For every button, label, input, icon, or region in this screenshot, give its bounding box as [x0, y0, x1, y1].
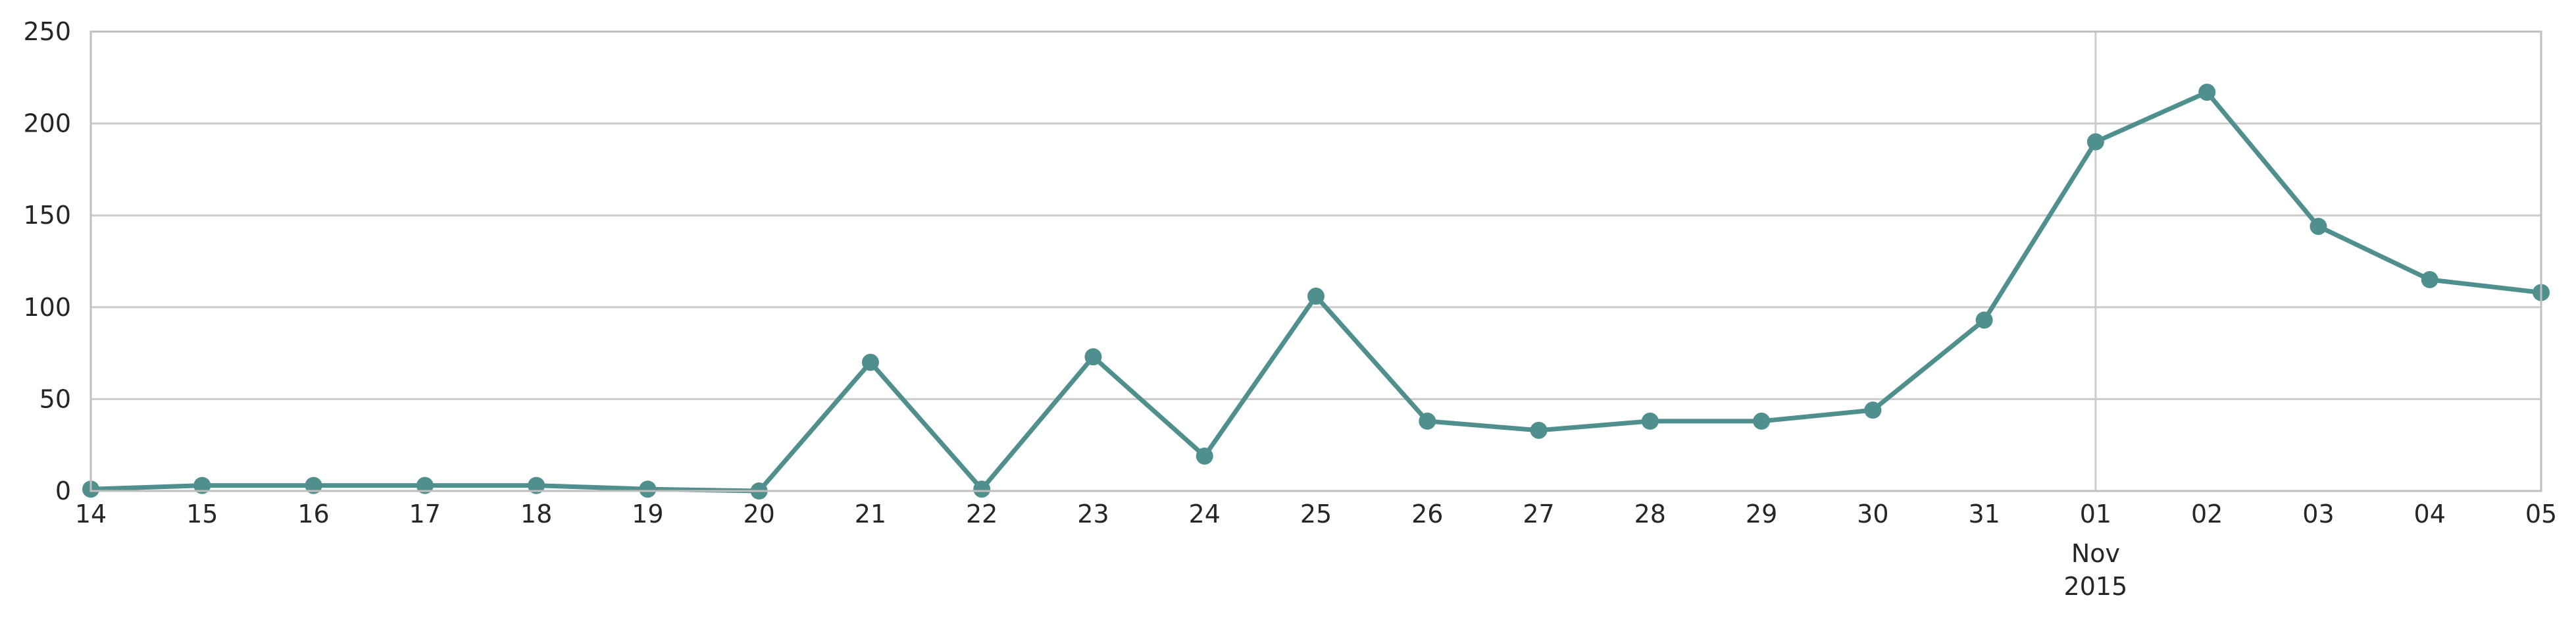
x-tick-label: 23 [1077, 500, 1109, 528]
y-axis: 0 50 100 150 200 250 [23, 17, 71, 505]
y-tick-label: 100 [23, 293, 71, 322]
x-tick-label: 02 [2191, 500, 2223, 528]
x-tick-label: 31 [1968, 500, 2000, 528]
data-point [305, 476, 322, 494]
x-tick-label: 01 [2080, 500, 2111, 528]
x-tick-label: 19 [632, 500, 663, 528]
data-point [416, 476, 434, 494]
data-point [193, 476, 211, 494]
data-point [1864, 401, 1882, 419]
data-point [528, 476, 545, 494]
x-tick-label: 20 [743, 500, 774, 528]
x-tick-label: 28 [1634, 500, 1666, 528]
data-point [1641, 412, 1659, 430]
x-tick-label: 16 [297, 500, 329, 528]
x-tick-label: 15 [186, 500, 218, 528]
data-point [1307, 288, 1325, 305]
data-point [2198, 84, 2216, 101]
x-tick-label: 04 [2414, 500, 2446, 528]
x-tick-label: 29 [1746, 500, 1777, 528]
x-tick-label: 14 [75, 500, 107, 528]
x-tick-label: 18 [520, 500, 552, 528]
data-point [639, 480, 657, 498]
data-point [1530, 421, 1548, 439]
data-point [1753, 412, 1771, 430]
plot-frame [89, 30, 2542, 492]
data-point [1084, 348, 1102, 366]
x-tick-label: 05 [2525, 500, 2557, 528]
data-point [1196, 447, 1213, 465]
y-tick-label: 0 [55, 476, 71, 505]
x-tick-label: 27 [1523, 500, 1554, 528]
y-tick-label: 250 [23, 17, 71, 46]
data-point [2421, 270, 2438, 288]
series-layer [82, 84, 2550, 500]
data-point [973, 480, 991, 498]
x-tick-label: 22 [966, 500, 998, 528]
x-tick-label: 17 [409, 500, 441, 528]
x-tick-label: 30 [1857, 500, 1888, 528]
grid-lines [91, 30, 2541, 492]
x-tick-label: 25 [1300, 500, 1332, 528]
data-point [1975, 311, 1993, 329]
x-month-label: Nov [2071, 539, 2120, 568]
x-tick-label: 03 [2302, 500, 2334, 528]
x-tick-label: 26 [1411, 500, 1443, 528]
x-axis: 14 15 16 17 18 19 20 21 22 23 24 25 26 27 28 29 30 31 01 02… [75, 500, 2557, 601]
data-point [1419, 412, 1436, 430]
y-tick-label: 150 [23, 201, 71, 230]
data-point [2086, 133, 2104, 151]
y-tick-label: 200 [23, 109, 71, 138]
x-month-label: 2015 [2064, 572, 2128, 601]
data-point [2310, 217, 2327, 235]
x-tick-label: 24 [1189, 500, 1221, 528]
x-tick-label: 21 [855, 500, 886, 528]
data-point [861, 353, 879, 371]
y-tick-label: 50 [39, 384, 71, 413]
